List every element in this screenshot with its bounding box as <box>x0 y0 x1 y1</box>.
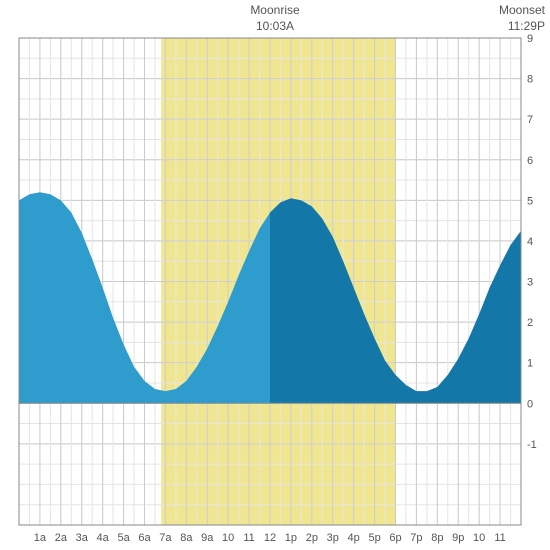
y-tick-label: 9 <box>527 33 533 45</box>
y-tick-label: 3 <box>527 277 533 289</box>
chart-svg: -101234567891a2a3a4a5a6a7a8a9a1011121p2p… <box>0 0 550 550</box>
x-tick-label: 2p <box>306 532 318 544</box>
x-tick-label: 9a <box>201 532 214 544</box>
x-tick-label: 3a <box>76 532 89 544</box>
x-tick-label: 1a <box>34 532 47 544</box>
y-tick-label: 6 <box>527 155 533 167</box>
y-tick-label: 0 <box>527 398 533 410</box>
y-tick-label: 2 <box>527 317 533 329</box>
y-tick-label: 5 <box>527 195 533 207</box>
x-tick-label: 3p <box>327 532 339 544</box>
x-tick-label: 6a <box>138 532 151 544</box>
x-tick-label: 8p <box>431 532 443 544</box>
x-tick-label: 7a <box>159 532 172 544</box>
x-tick-label: 6p <box>389 532 401 544</box>
moonrise-label: Moonrise <box>250 3 299 17</box>
moonset-block: Moonset 11:29P <box>485 3 545 34</box>
x-tick-label: 12 <box>264 532 276 544</box>
x-tick-label: 10 <box>473 532 485 544</box>
y-tick-label: 7 <box>527 114 533 126</box>
x-tick-label: 10 <box>222 532 234 544</box>
x-tick-label: 2a <box>55 532 68 544</box>
y-tick-label: 4 <box>527 236 533 248</box>
y-tick-label: 8 <box>527 74 533 86</box>
x-tick-label: 8a <box>180 532 193 544</box>
x-tick-label: 7p <box>410 532 422 544</box>
moonset-label: Moonset <box>499 3 545 17</box>
x-tick-label: 11 <box>494 532 505 544</box>
y-tick-label: -1 <box>527 439 537 451</box>
tide-chart: Moonrise 10:03A Moonset 11:29P -10123456… <box>0 0 550 550</box>
x-tick-label: 4p <box>348 532 360 544</box>
moonrise-time: 10:03A <box>256 19 294 33</box>
x-tick-label: 11 <box>243 532 254 544</box>
moonset-time: 11:29P <box>508 19 545 33</box>
x-tick-label: 4a <box>97 532 110 544</box>
moonrise-block: Moonrise 10:03A <box>240 3 310 34</box>
x-tick-label: 5a <box>117 532 130 544</box>
x-tick-label: 5p <box>368 532 380 544</box>
y-tick-label: 1 <box>527 358 533 370</box>
x-tick-label: 9p <box>452 532 464 544</box>
x-tick-label: 1p <box>285 532 297 544</box>
